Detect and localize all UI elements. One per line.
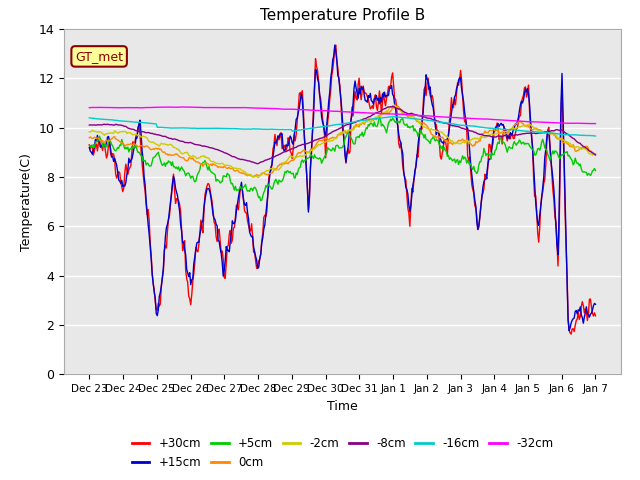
X-axis label: Time: Time [327, 400, 358, 413]
Text: GT_met: GT_met [75, 50, 123, 63]
Legend: +30cm, +15cm, +5cm, 0cm, -2cm, -8cm, -16cm, -32cm: +30cm, +15cm, +5cm, 0cm, -2cm, -8cm, -16… [127, 432, 558, 473]
Y-axis label: Temperature(C): Temperature(C) [20, 153, 33, 251]
Title: Temperature Profile B: Temperature Profile B [260, 9, 425, 24]
